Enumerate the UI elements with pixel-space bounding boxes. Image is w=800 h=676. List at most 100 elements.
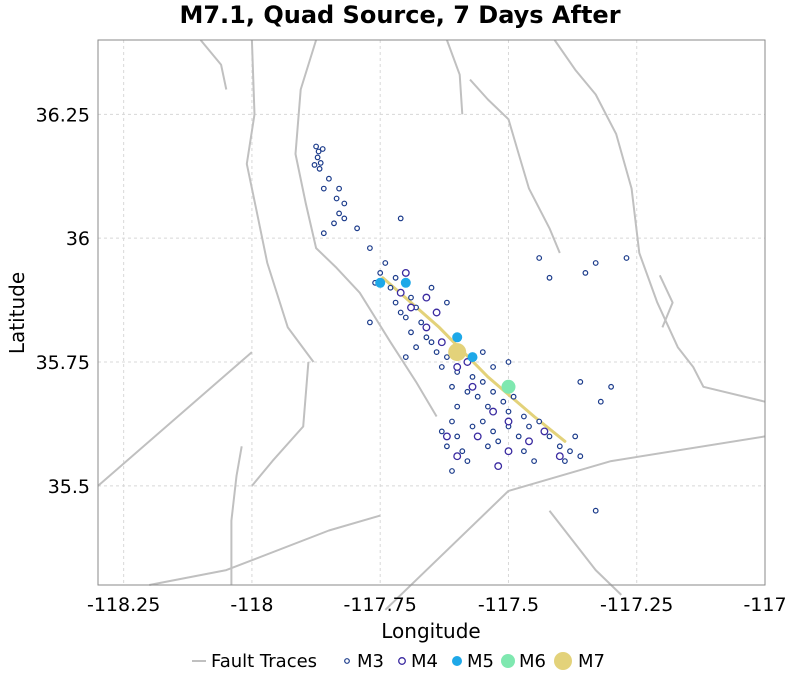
fault-trace-8 <box>658 274 674 328</box>
legend-item-m4: M4 <box>398 651 438 672</box>
legend-symbol-m4 <box>398 657 406 665</box>
m3-event-66 <box>490 428 497 435</box>
legend-item-m5: M5 <box>452 651 494 672</box>
m3-event-74 <box>546 274 553 281</box>
m5-event-2 <box>452 332 463 343</box>
m3-event-31 <box>428 339 435 346</box>
m3-event-0 <box>313 143 320 150</box>
m3-event-12 <box>336 210 343 217</box>
m5-event-0 <box>375 277 386 288</box>
m3-event-38 <box>469 374 476 380</box>
m3-event-21 <box>387 284 394 291</box>
legend-item-m3: M3 <box>344 651 384 672</box>
m3-event-89 <box>382 260 389 266</box>
legend-symbol-m6 <box>501 654 515 668</box>
m3-event-3 <box>317 159 324 166</box>
x-tick-label-3: -117.5 <box>478 594 539 616</box>
legend-item-fault: Fault Traces <box>192 651 317 672</box>
m3-event-53 <box>562 458 568 465</box>
m3-event-50 <box>546 433 553 440</box>
fault-trace-7 <box>469 78 561 254</box>
m3-event-18 <box>367 245 373 252</box>
m4-event-1 <box>407 303 415 312</box>
m4-event-9 <box>473 432 482 441</box>
m4-event-8 <box>525 437 533 446</box>
legend-label-m6: M6 <box>519 651 546 672</box>
legend-label-fault: Fault Traces <box>211 651 317 672</box>
m3-event-87 <box>444 299 450 306</box>
m3-event-51 <box>556 443 563 450</box>
y-axis-ticks: 35.5 35.75 36 36.25 <box>36 104 90 498</box>
m3-event-88 <box>428 284 435 291</box>
fault-trace-1 <box>199 39 228 90</box>
m3-event-2 <box>314 154 321 161</box>
m3-event-19 <box>377 270 384 276</box>
m4-event-10 <box>442 432 451 441</box>
m3-event-72 <box>531 458 537 465</box>
m3-event-56 <box>454 403 461 410</box>
m4-event-2 <box>422 323 431 332</box>
m3-event-47 <box>521 413 527 420</box>
m3-event-37 <box>449 383 455 390</box>
m3-event-14 <box>320 230 327 237</box>
fault-trace-5 <box>149 514 381 586</box>
m3-event-57 <box>449 418 455 425</box>
m3-event-7 <box>326 175 332 182</box>
m4-event-19 <box>494 462 503 471</box>
fault-trace-12 <box>245 39 315 363</box>
m3-event-43 <box>485 403 491 410</box>
y-tick-label-3: 36.25 <box>36 104 90 126</box>
x-tick-label-0: -118.25 <box>87 594 160 616</box>
m3-event-80 <box>597 398 604 405</box>
x-axis-title: Longitude <box>381 619 480 643</box>
m3-event-76 <box>623 255 630 261</box>
y-tick-label-0: 35.5 <box>48 476 90 498</box>
m3-event-67 <box>495 438 502 445</box>
m3-event-4 <box>311 161 318 168</box>
legend-label-m7: M7 <box>578 651 605 672</box>
fault-trace-11 <box>251 361 310 487</box>
fault-trace-3 <box>553 39 766 403</box>
m3-event-60 <box>459 448 466 455</box>
m3-event-1 <box>315 148 322 155</box>
legend-symbol-m7 <box>554 652 572 670</box>
legend-item-m6: M6 <box>501 651 546 672</box>
m4-event-16 <box>422 293 431 302</box>
m3-event-81 <box>367 319 373 326</box>
m3-event-32 <box>413 344 420 351</box>
m3-event-33 <box>433 349 440 356</box>
plot-frame <box>97 39 766 586</box>
m3-event-73 <box>536 255 543 261</box>
m3-event-85 <box>490 364 497 370</box>
m3-event-63 <box>438 428 445 435</box>
m3-event-42 <box>490 388 497 395</box>
m4-event-3 <box>437 338 446 347</box>
legend-symbol-m3 <box>344 658 350 664</box>
fault-trace-9 <box>97 351 253 487</box>
m3-event-77 <box>582 270 589 276</box>
m3-event-79 <box>608 383 614 390</box>
y-tick-label-2: 36 <box>66 228 90 250</box>
m3-event-55 <box>572 433 579 440</box>
legend-label-m4: M4 <box>411 651 438 672</box>
rupture-line <box>381 276 567 443</box>
m4-event-11 <box>453 452 462 461</box>
m3-event-58 <box>454 433 461 440</box>
m3-event-30 <box>423 334 430 341</box>
legend-label-m5: M5 <box>467 651 494 672</box>
m3-event-35 <box>438 364 445 370</box>
m5-event-3 <box>467 352 478 363</box>
m3-event-48 <box>526 423 532 430</box>
legend-symbol-m5 <box>452 656 462 666</box>
m3-event-9 <box>320 185 327 192</box>
m3-event-41 <box>474 393 481 400</box>
grid <box>98 40 765 585</box>
m3-event-40 <box>479 379 486 385</box>
m3-event-23 <box>408 294 414 301</box>
m3-event-83 <box>592 507 599 514</box>
m4-event-7 <box>504 417 513 426</box>
m3-event-44 <box>500 398 507 405</box>
x-tick-label-5: -117 <box>743 594 786 616</box>
m4-event-15 <box>401 268 410 277</box>
